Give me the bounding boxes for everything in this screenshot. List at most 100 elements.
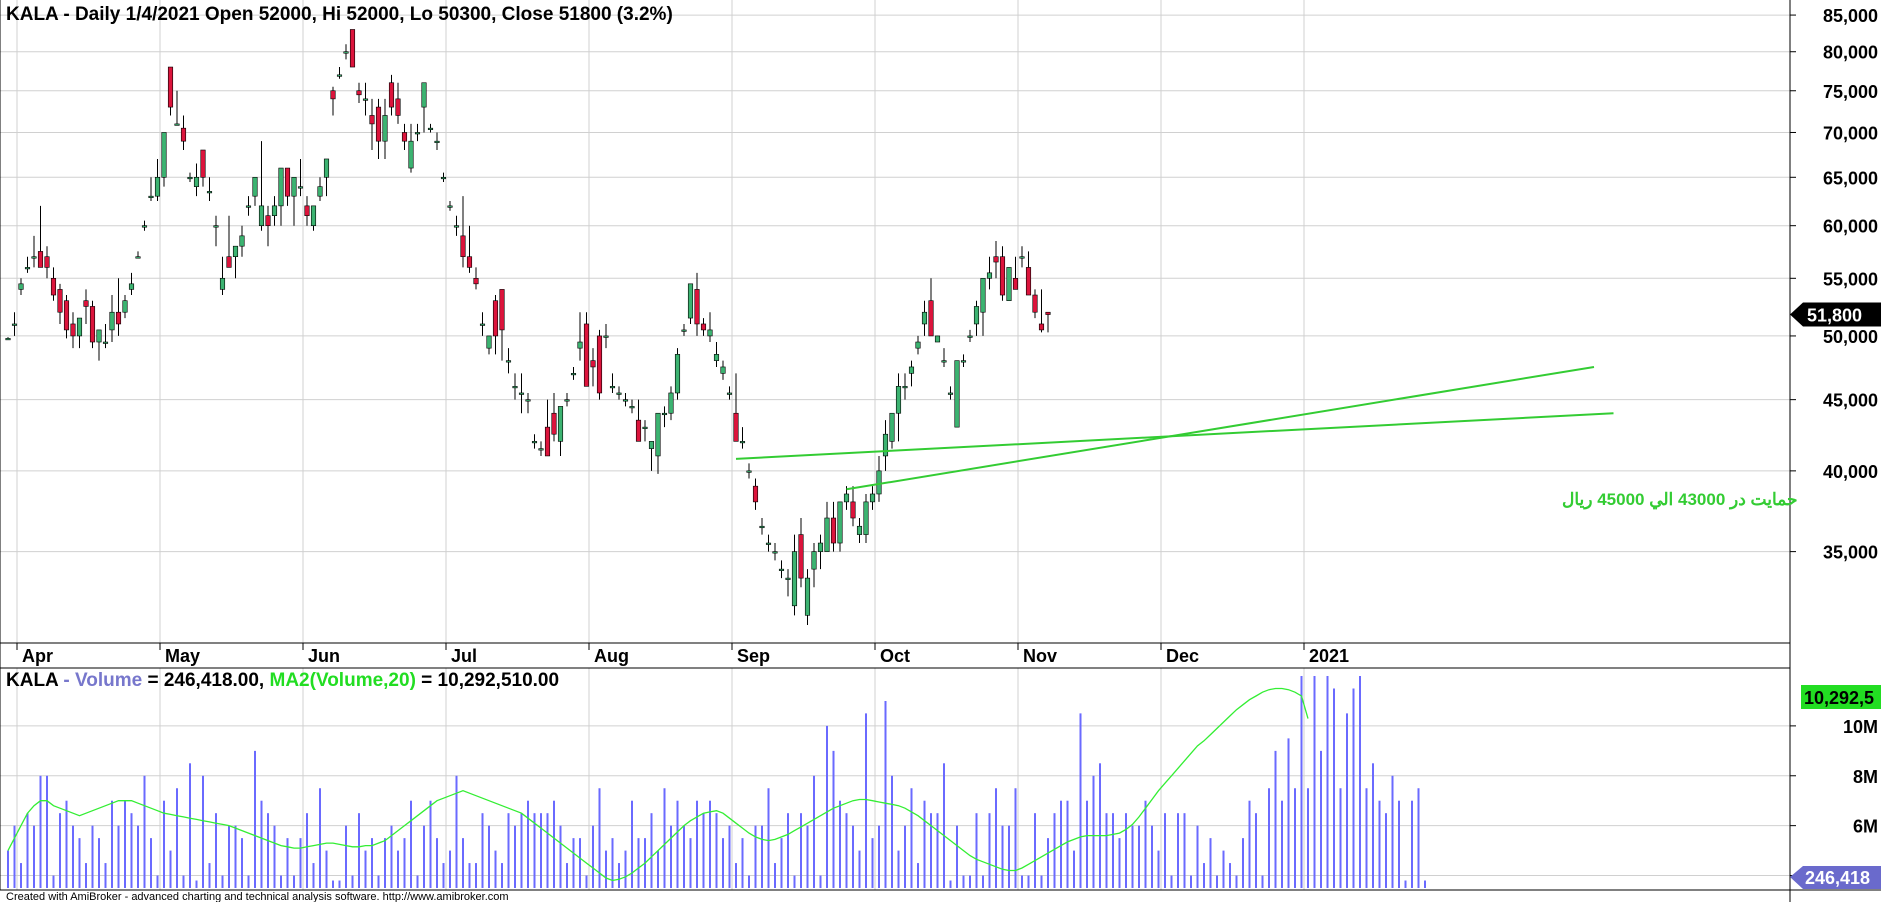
candle[interactable] — [219, 256, 226, 296]
candle[interactable] — [11, 312, 18, 336]
candle[interactable] — [76, 317, 83, 349]
candle[interactable] — [239, 225, 245, 257]
candle[interactable] — [577, 312, 583, 361]
candle[interactable] — [96, 329, 102, 361]
candle[interactable] — [382, 98, 388, 159]
candle[interactable] — [817, 534, 824, 570]
candle[interactable] — [395, 82, 401, 124]
candle[interactable] — [505, 348, 512, 374]
candle[interactable] — [421, 82, 427, 133]
candle[interactable] — [700, 318, 707, 336]
candle[interactable] — [1025, 251, 1032, 296]
candle[interactable] — [895, 373, 902, 442]
candle[interactable] — [785, 569, 791, 597]
candle[interactable] — [362, 82, 369, 116]
candle[interactable] — [284, 167, 291, 206]
candle[interactable] — [746, 463, 752, 479]
candle[interactable] — [369, 98, 375, 151]
candle[interactable] — [109, 295, 115, 343]
candle[interactable] — [193, 163, 200, 197]
candle[interactable] — [278, 167, 284, 226]
candle[interactable] — [57, 283, 63, 324]
candle[interactable] — [265, 205, 271, 247]
candle[interactable] — [889, 412, 895, 449]
candle[interactable] — [1038, 289, 1045, 333]
candle[interactable] — [713, 342, 720, 367]
candle[interactable] — [349, 29, 356, 68]
candle[interactable] — [837, 501, 843, 552]
candle[interactable] — [414, 123, 421, 142]
candle[interactable] — [102, 323, 109, 349]
candle[interactable] — [512, 373, 518, 400]
candle[interactable] — [902, 373, 908, 400]
candle[interactable] — [336, 67, 343, 79]
candle[interactable] — [408, 123, 414, 173]
candle[interactable] — [122, 295, 128, 319]
candle[interactable] — [830, 501, 837, 552]
support-line-rising[interactable] — [846, 365, 1595, 491]
candle[interactable] — [115, 278, 122, 336]
candle[interactable] — [128, 272, 135, 296]
candle[interactable] — [960, 354, 967, 367]
candle[interactable] — [863, 493, 869, 544]
candle[interactable] — [440, 172, 447, 182]
candle[interactable] — [531, 434, 538, 449]
candle[interactable] — [908, 360, 915, 387]
candle[interactable] — [304, 196, 310, 226]
trendlines[interactable] — [735, 365, 1614, 491]
candle[interactable] — [752, 478, 759, 510]
candle[interactable] — [674, 348, 681, 400]
candlestick-series[interactable] — [5, 29, 1051, 625]
candle[interactable] — [187, 172, 193, 182]
candle[interactable] — [928, 278, 934, 337]
candle[interactable] — [245, 196, 252, 216]
candle[interactable] — [538, 441, 544, 456]
candle[interactable] — [232, 245, 239, 279]
candle[interactable] — [460, 196, 466, 268]
candle[interactable] — [811, 543, 817, 588]
candle[interactable] — [271, 196, 278, 226]
candle[interactable] — [70, 312, 76, 349]
candle[interactable] — [24, 256, 31, 273]
candle[interactable] — [798, 518, 804, 588]
candle[interactable] — [993, 240, 999, 279]
candle[interactable] — [687, 283, 694, 324]
candle[interactable] — [486, 335, 492, 355]
candle[interactable] — [544, 399, 551, 457]
candle[interactable] — [180, 115, 187, 151]
candle[interactable] — [291, 176, 297, 226]
volume-ma-line[interactable] — [7, 687, 1309, 882]
candle[interactable] — [375, 98, 382, 159]
candle[interactable] — [206, 177, 213, 202]
candle[interactable] — [850, 486, 856, 527]
candle[interactable] — [473, 267, 479, 290]
candle[interactable] — [499, 289, 505, 361]
candle[interactable] — [447, 201, 453, 211]
candle[interactable] — [388, 74, 395, 116]
candle[interactable] — [356, 82, 362, 103]
candle[interactable] — [707, 312, 713, 343]
candle[interactable] — [616, 386, 622, 400]
candle[interactable] — [161, 132, 167, 187]
candle[interactable] — [551, 392, 557, 442]
candle[interactable] — [525, 392, 531, 414]
candle[interactable] — [733, 373, 739, 442]
candle[interactable] — [791, 534, 798, 616]
candle[interactable] — [141, 220, 148, 231]
candle[interactable] — [655, 412, 661, 474]
candle[interactable] — [921, 300, 928, 336]
candle[interactable] — [570, 366, 577, 380]
candle[interactable] — [479, 312, 486, 336]
candle[interactable] — [1019, 246, 1025, 268]
candle[interactable] — [323, 158, 330, 197]
candle[interactable] — [401, 123, 408, 151]
candle[interactable] — [980, 278, 986, 336]
candle[interactable] — [1045, 311, 1051, 333]
candle[interactable] — [50, 267, 57, 301]
candle[interactable] — [167, 66, 174, 116]
candle[interactable] — [967, 329, 973, 343]
candle[interactable] — [772, 543, 778, 561]
candle[interactable] — [466, 225, 473, 273]
candle[interactable] — [148, 177, 154, 202]
